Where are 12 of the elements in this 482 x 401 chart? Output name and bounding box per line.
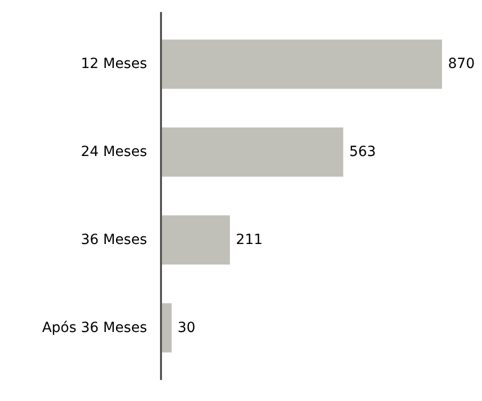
data-label: 870	[448, 56, 475, 72]
data-label: 563	[349, 144, 376, 160]
bar	[162, 127, 344, 177]
bar	[162, 215, 230, 265]
y-tick-label: 36 Meses	[80, 232, 147, 248]
data-label: 211	[236, 232, 263, 248]
y-tick-label: 12 Meses	[80, 56, 147, 72]
y-tick-label: Após 36 Meses	[42, 320, 147, 336]
bar	[162, 40, 442, 89]
y-tick-label: 24 Meses	[80, 144, 147, 160]
bar	[162, 303, 172, 352]
data-label: 30	[178, 320, 196, 336]
